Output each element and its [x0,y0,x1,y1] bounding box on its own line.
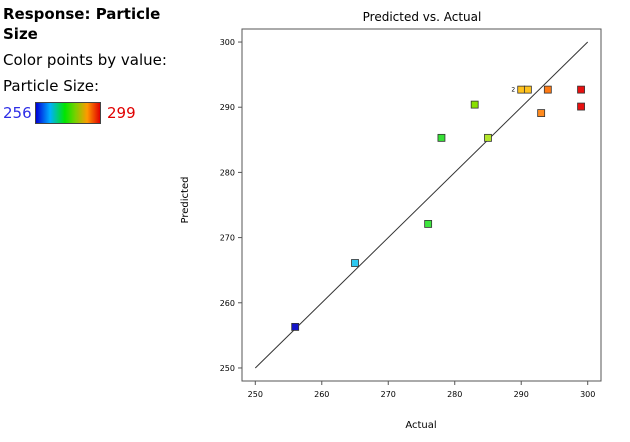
y-tick-label: 260 [220,299,235,308]
x-tick-label: 290 [514,390,529,399]
y-axis-label: Predicted [180,177,191,224]
variable-label: Particle Size: [3,77,100,95]
data-point [523,85,532,94]
reference-line [254,41,589,369]
data-point [470,100,479,109]
data-point [537,109,546,117]
predicted-vs-actual-chart: Predicted vs. Actual 250 260 270 280 290 300 2… [180,10,602,431]
x-tick-label: 270 [381,390,396,399]
response-title: Response: Particle Size [3,5,161,43]
data-point [351,259,359,267]
point-count-annotation: 2 [511,87,515,94]
color-gradient-bar [35,102,101,124]
data-point [577,102,585,111]
y-tick-label: 270 [220,234,235,243]
data-point [484,133,492,142]
data-point [424,220,433,228]
color-by-label: Color points by value: [3,51,167,69]
plot-area [241,28,602,382]
scale-min-label: 256 [3,104,32,122]
y-tick-label: 300 [220,38,235,47]
data-point [291,322,300,331]
x-tick-label: 280 [447,390,462,399]
data-point [543,85,552,94]
color-scale: 256 299 [3,102,193,124]
data-point [517,85,526,94]
x-tick-label: 250 [248,390,263,399]
y-tick-label: 290 [220,103,235,112]
x-axis-label: Actual [405,420,436,431]
data-point [437,133,446,142]
chart-title: Predicted vs. Actual [363,10,482,24]
legend-panel: Response: Particle Size Color points by … [3,4,193,124]
y-tick-label: 280 [220,168,235,177]
scale-max-label: 299 [107,104,136,122]
x-tick-label: 260 [314,390,329,399]
data-point [577,85,585,94]
x-tick-label: 300 [580,390,595,399]
y-tick-label: 250 [220,364,235,373]
